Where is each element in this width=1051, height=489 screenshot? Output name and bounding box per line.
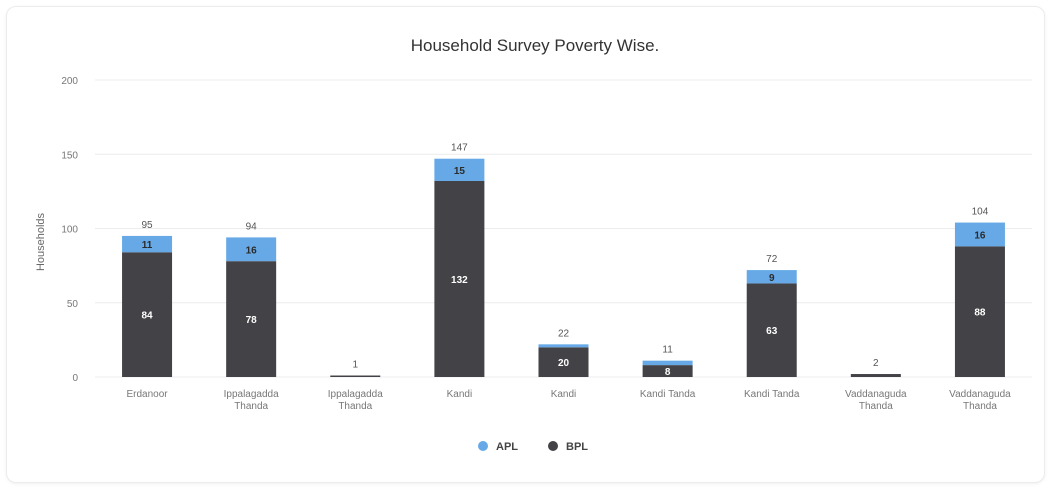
bar-bpl[interactable] bbox=[642, 365, 693, 377]
total-value-label: 94 bbox=[246, 221, 258, 232]
x-category-label: Thanda bbox=[234, 401, 268, 412]
bar-bpl[interactable] bbox=[850, 374, 901, 377]
total-value-label: 104 bbox=[972, 207, 989, 218]
bpl-value-label: 132 bbox=[451, 275, 468, 286]
total-value-label: 147 bbox=[451, 143, 468, 154]
legend-label[interactable]: BPL bbox=[566, 441, 588, 453]
apl-value-label: 9 bbox=[769, 273, 775, 284]
bpl-value-label: 63 bbox=[766, 326, 778, 337]
y-tick-label: 200 bbox=[61, 76, 78, 87]
x-category-label: Kandi bbox=[551, 389, 577, 400]
bar-apl[interactable] bbox=[746, 270, 797, 284]
chart-card bbox=[6, 6, 1045, 483]
bar-bpl[interactable] bbox=[226, 261, 277, 377]
legend-label[interactable]: APL bbox=[496, 441, 518, 453]
bar-apl[interactable] bbox=[434, 158, 485, 181]
apl-value-label: 11 bbox=[142, 240, 153, 251]
bpl-value-label: 8 bbox=[665, 367, 671, 378]
y-tick-label: 150 bbox=[61, 150, 78, 161]
bar-bpl[interactable] bbox=[434, 180, 485, 377]
x-category-label: Thanda bbox=[338, 401, 372, 412]
apl-value-label: 16 bbox=[246, 245, 258, 256]
bpl-value-label: 20 bbox=[558, 358, 570, 369]
bpl-value-label: 84 bbox=[141, 311, 153, 322]
bar-apl[interactable] bbox=[954, 222, 1005, 247]
y-tick-label: 100 bbox=[61, 225, 78, 236]
x-category-label: Kandi Tanda bbox=[640, 389, 696, 400]
bar-bpl[interactable] bbox=[122, 252, 173, 377]
x-category-label: Erdanoor bbox=[126, 389, 168, 400]
total-value-label: 2 bbox=[873, 358, 879, 369]
total-value-label: 95 bbox=[141, 220, 153, 231]
bar-apl[interactable] bbox=[538, 344, 589, 348]
legend-swatch[interactable] bbox=[478, 441, 488, 451]
bpl-value-label: 78 bbox=[246, 315, 258, 326]
y-tick-label: 0 bbox=[72, 373, 78, 384]
apl-value-label: 15 bbox=[454, 166, 466, 177]
bpl-value-label: 88 bbox=[974, 308, 986, 319]
bar-bpl[interactable] bbox=[746, 283, 797, 377]
y-axis-label: Households bbox=[35, 212, 47, 271]
y-tick-label: 50 bbox=[67, 299, 79, 310]
apl-value-label: 16 bbox=[974, 230, 986, 241]
total-value-label: 1 bbox=[352, 360, 358, 371]
bar-apl[interactable] bbox=[642, 360, 693, 366]
total-value-label: 22 bbox=[558, 328, 570, 339]
x-category-label: Ippalagadda bbox=[224, 389, 279, 400]
total-value-label: 11 bbox=[662, 345, 673, 356]
x-category-label: Ippalagadda bbox=[328, 389, 383, 400]
bar-bpl[interactable] bbox=[330, 375, 381, 377]
bar-apl[interactable] bbox=[122, 235, 173, 253]
x-category-label: Thanda bbox=[963, 401, 997, 412]
x-category-label: Kandi Tanda bbox=[744, 389, 800, 400]
chart-title: Household Survey Poverty Wise. bbox=[411, 36, 660, 55]
x-category-label: Thanda bbox=[859, 401, 893, 412]
total-value-label: 72 bbox=[766, 254, 778, 265]
x-category-label: Kandi bbox=[447, 389, 473, 400]
bar-apl[interactable] bbox=[226, 237, 277, 262]
legend-swatch[interactable] bbox=[548, 441, 558, 451]
bar-bpl[interactable] bbox=[538, 347, 589, 377]
x-category-label: Vaddanaguda bbox=[845, 389, 907, 400]
x-category-label: Vaddanaguda bbox=[949, 389, 1011, 400]
bar-bpl[interactable] bbox=[954, 246, 1005, 377]
